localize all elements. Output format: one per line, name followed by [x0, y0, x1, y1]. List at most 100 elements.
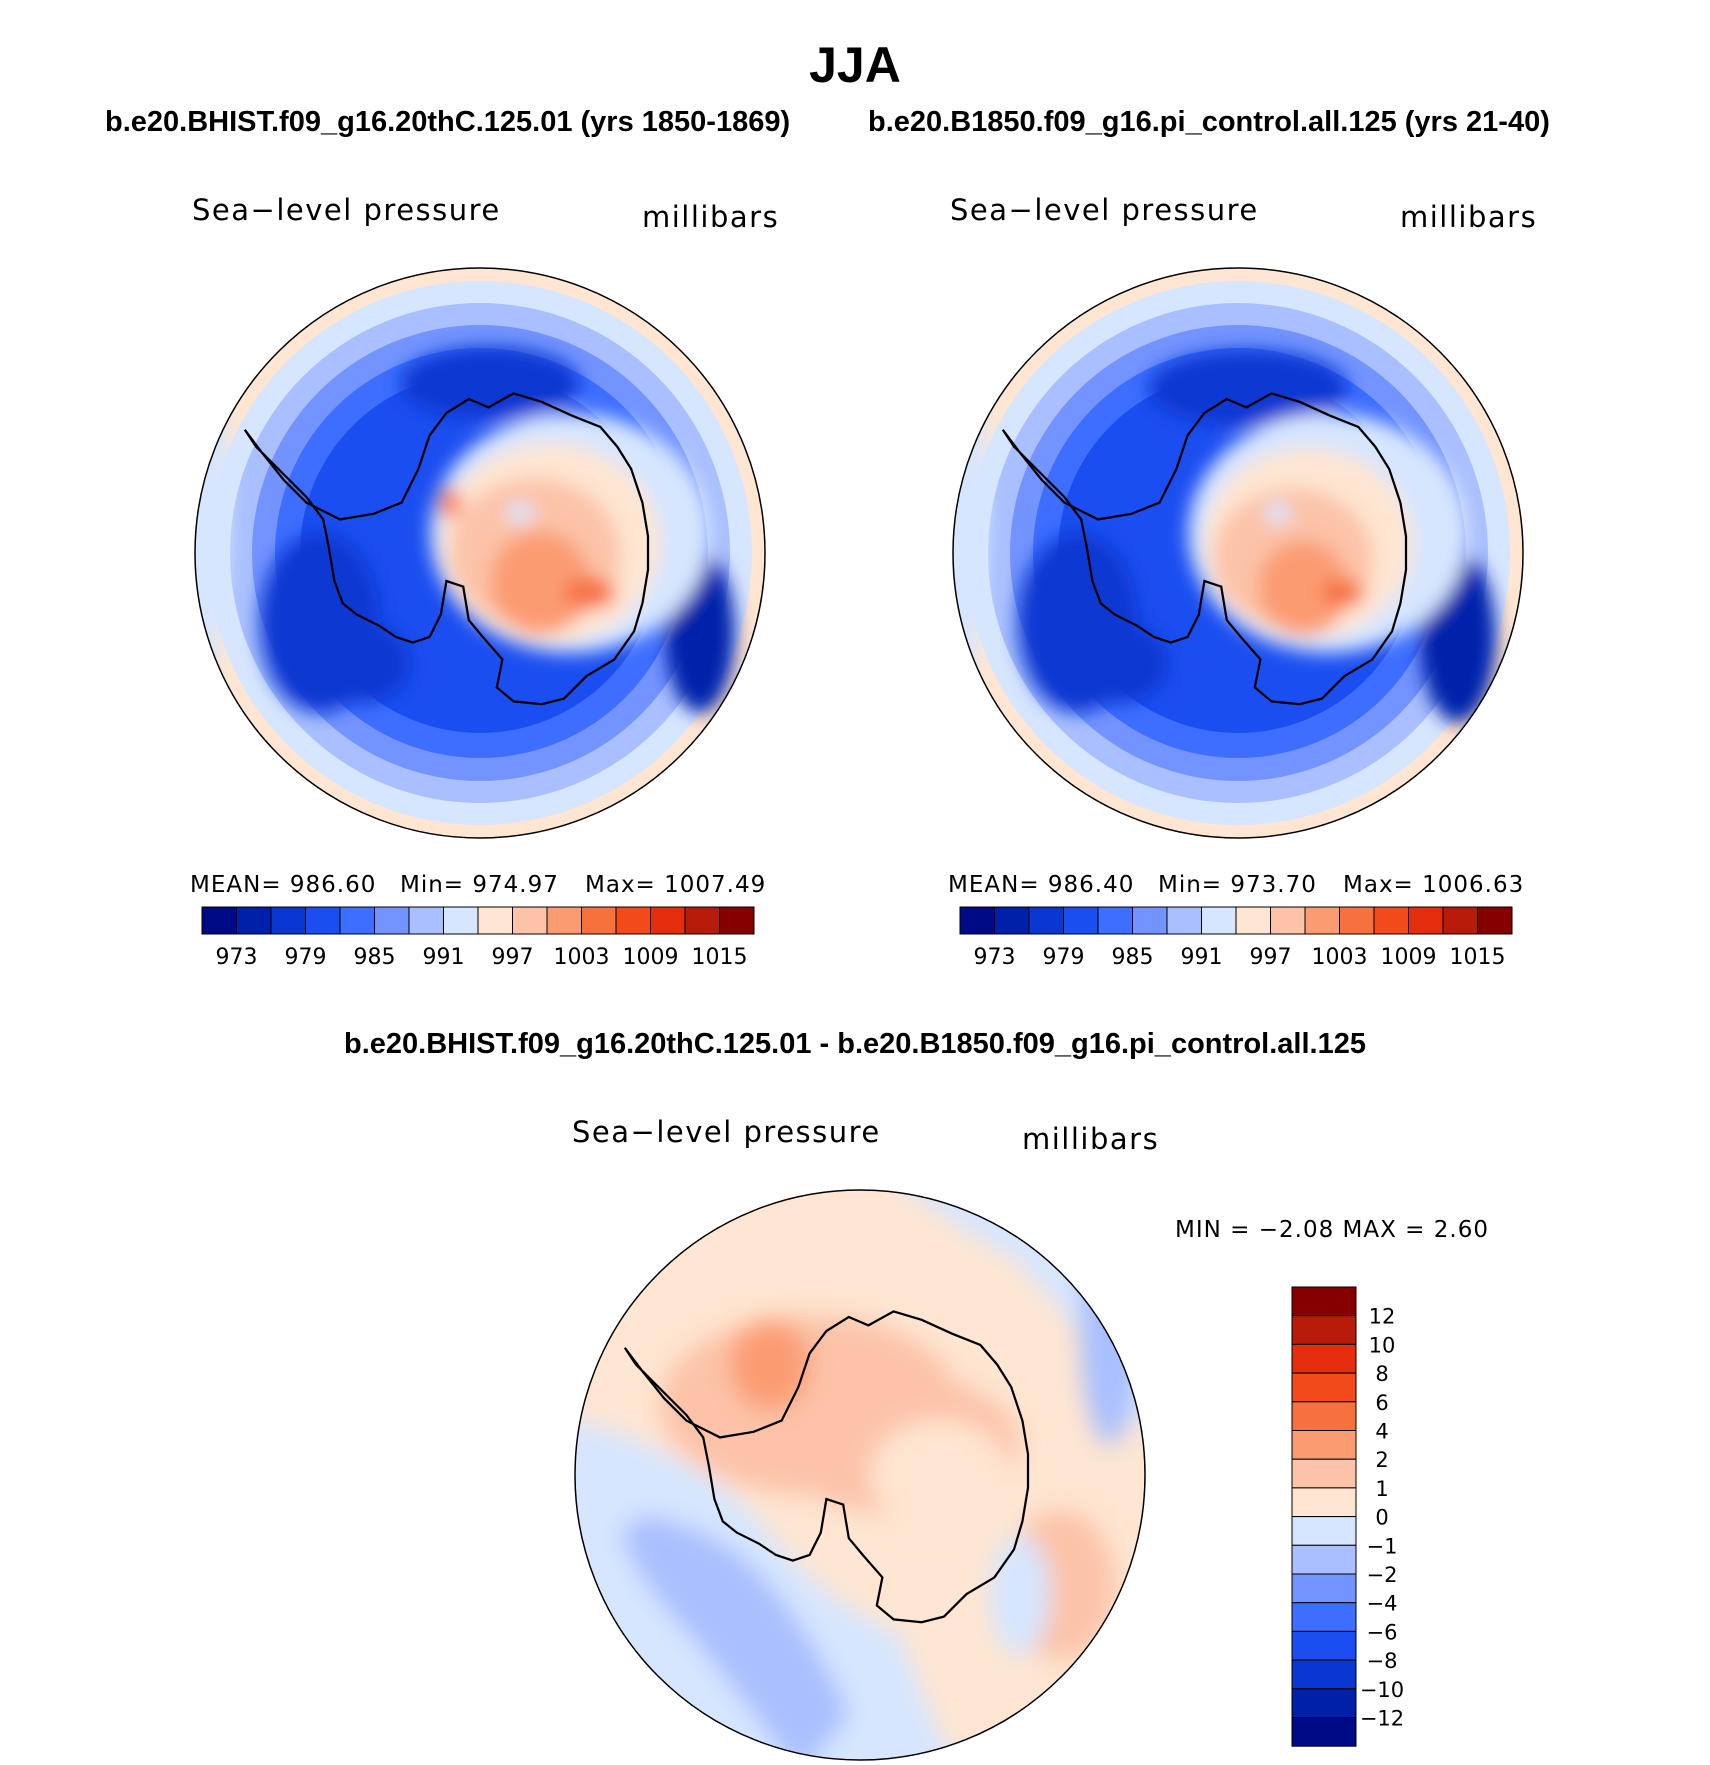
colorbar-tick-label: 997 [492, 945, 534, 970]
left-mean: MEAN= 986.60 [190, 872, 377, 898]
colorbar-tick-label: 1 [1375, 1477, 1388, 1501]
colorbar-tick-label: −8 [1367, 1649, 1398, 1673]
colorbar-swatch [339, 906, 375, 935]
difference-title: b.e20.BHIST.f09_g16.20thC.125.01 - b.e20… [344, 1028, 1366, 1060]
colorbar-swatch [650, 906, 686, 935]
colorbar-swatch [1291, 1602, 1357, 1632]
colorbar-swatch [1304, 906, 1340, 935]
colorbar-tick-label: −6 [1367, 1620, 1398, 1644]
colorbar-swatch [1028, 906, 1064, 935]
colorbar-swatch [1291, 1401, 1357, 1432]
colorbar-swatch [1291, 1458, 1357, 1489]
colorbar-swatch [959, 906, 995, 935]
colorbar-tick-label: 1009 [1381, 945, 1437, 970]
colorbar-swatch [719, 906, 755, 935]
colorbar-swatch [1291, 1343, 1357, 1374]
difference-slp-map [570, 1185, 1150, 1765]
case2-title: b.e20.B1850.f09_g16.pi_control.all.125 (… [868, 106, 1550, 138]
colorbar-swatch [1291, 1659, 1357, 1690]
colorbar-swatch [1477, 906, 1513, 935]
colorbar-swatch [994, 906, 1030, 935]
colorbar-swatch [1291, 1430, 1357, 1460]
colorbar-swatch [1291, 1487, 1357, 1518]
colorbar-swatch [1166, 906, 1202, 935]
colorbar-tick-label: −1 [1367, 1534, 1398, 1558]
case1-slp-map [190, 263, 770, 843]
colorbar-tick-label: 991 [423, 945, 465, 970]
colorbar-swatch [1291, 1544, 1357, 1575]
colorbar-tick-label: 997 [1250, 945, 1292, 970]
colorbar-swatch [684, 906, 720, 935]
colorbar-tick-label: 979 [285, 945, 327, 970]
colorbar-swatch [1201, 906, 1237, 935]
colorbar-tick-label: −2 [1367, 1563, 1398, 1587]
colorbar-swatch [1408, 906, 1444, 935]
diff-units-label: millibars [1022, 1122, 1160, 1156]
colorbar-tick-label: 10 [1369, 1333, 1396, 1357]
colorbar-tick-label: 985 [354, 945, 396, 970]
colorbar-tick-label: −10 [1360, 1678, 1404, 1702]
colorbar-tick-label: −12 [1360, 1707, 1404, 1731]
colorbar-tick-label: 1009 [623, 945, 679, 970]
colorbar-tick-label: 1015 [692, 945, 748, 970]
colorbar-tick-label: 1003 [1312, 945, 1368, 970]
colorbar-swatch [1442, 906, 1478, 935]
colorbar-swatch [374, 906, 410, 935]
colorbar-swatch [615, 906, 651, 935]
left-min: Min= 974.97 [400, 872, 559, 898]
left-max: Max= 1007.49 [585, 872, 767, 898]
colorbar-swatch [270, 906, 306, 935]
colorbar-swatch [477, 906, 513, 935]
colorbar-swatch [1291, 1315, 1357, 1345]
colorbar-swatch [1097, 906, 1133, 935]
colorbar-swatch [1339, 906, 1375, 935]
colorbar-swatch [1270, 906, 1306, 935]
right-min: Min= 973.70 [1158, 872, 1317, 898]
colorbar-tick-label: 8 [1375, 1362, 1388, 1386]
colorbar-swatch [1291, 1573, 1357, 1604]
colorbar-tick-label: 2 [1375, 1448, 1388, 1472]
diff-minmax: MIN = −2.08 MAX = 2.60 [1175, 1217, 1489, 1243]
right-units-label: millibars [1400, 200, 1538, 234]
colorbar-swatch [305, 906, 341, 935]
colorbar-tick-label: 973 [216, 945, 258, 970]
colorbar-tick-label: 991 [1181, 945, 1223, 970]
colorbar-tick-label: −4 [1367, 1592, 1398, 1616]
colorbar-swatch [1291, 1516, 1357, 1546]
diff-variable-label: Sea−level pressure [572, 1115, 881, 1149]
colorbar-tick-label: 12 [1369, 1305, 1396, 1329]
colorbar-swatch [512, 906, 548, 935]
colorbar-swatch [201, 906, 237, 935]
colorbar-tick-label: 985 [1112, 945, 1154, 970]
colorbar-swatch [1291, 1717, 1357, 1747]
colorbar-swatch [1291, 1630, 1357, 1661]
colorbar-swatch [1291, 1286, 1357, 1317]
right-max: Max= 1006.63 [1343, 872, 1525, 898]
right-mean: MEAN= 986.40 [948, 872, 1135, 898]
colorbar-swatch [581, 906, 617, 935]
colorbar-swatch [1063, 906, 1099, 935]
colorbar-swatch [546, 906, 582, 935]
case2-slp-map [948, 263, 1528, 843]
colorbar-swatch [236, 906, 272, 935]
case1-colorbar: 973 979 985 991 997 1003 1009 1015 [201, 906, 755, 970]
right-variable-label: Sea−level pressure [950, 193, 1259, 227]
colorbar-swatch [1132, 906, 1168, 935]
case1-title: b.e20.BHIST.f09_g16.20thC.125.01 (yrs 18… [105, 106, 791, 138]
colorbar-tick-label: 1015 [1450, 945, 1506, 970]
colorbar-swatch [1291, 1372, 1357, 1403]
colorbar-swatch [1291, 1688, 1357, 1718]
colorbar-tick-label: 0 [1375, 1506, 1388, 1530]
colorbar-tick-label: 4 [1375, 1420, 1388, 1444]
figure-title: JJA [809, 37, 901, 93]
colorbar-tick-label: 1003 [554, 945, 610, 970]
colorbar-tick-label: 6 [1375, 1391, 1388, 1415]
colorbar-swatch [408, 906, 444, 935]
left-units-label: millibars [642, 200, 780, 234]
left-variable-label: Sea−level pressure [192, 193, 501, 227]
colorbar-swatch [443, 906, 479, 935]
colorbar-tick-label: 973 [974, 945, 1016, 970]
case2-colorbar: 973 979 985 991 997 1003 1009 1015 [959, 906, 1513, 970]
colorbar-swatch [1235, 906, 1271, 935]
